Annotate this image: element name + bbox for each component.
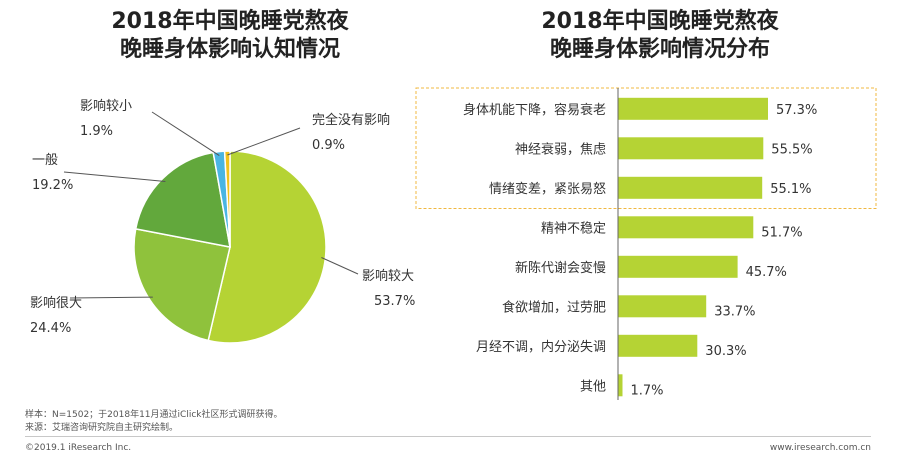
bar-category-label-5: 食欲增加，过劳肥 [502, 299, 606, 315]
bar-title-line1: 2018年中国晚睡党熬夜 [541, 9, 779, 34]
bar-7 [618, 374, 623, 397]
bar-category-label-7: 其他 [580, 379, 606, 394]
pie-value-label-1: 24.4% [30, 321, 71, 336]
bar-value-label-3: 51.7% [761, 225, 802, 240]
pie-leader-line-0 [321, 257, 359, 275]
bar-1 [618, 137, 764, 160]
bar-title-line2: 晚睡身体影响情况分布 [549, 37, 770, 62]
bar-value-label-0: 57.3% [776, 103, 817, 118]
pie-slice-1 [133, 228, 231, 342]
bar-6 [618, 334, 698, 357]
pie-value-label-0: 53.7% [374, 294, 415, 309]
bar-value-label-6: 30.3% [705, 344, 746, 359]
pie-label-0: 影响较大 [362, 268, 414, 284]
pie-slice-2 [134, 151, 231, 248]
footer-divider [25, 436, 871, 437]
pie-leader-line-3 [151, 111, 220, 157]
bar-2 [618, 176, 763, 199]
source-note: 来源：艾瑞咨询研究院自主研究绘制。 [25, 423, 179, 433]
pie-value-label-4: 0.9% [312, 138, 345, 153]
bar-category-label-1: 神经衰弱，焦虑 [515, 141, 606, 157]
bar-5 [618, 295, 707, 318]
pie-value-label-2: 19.2% [32, 178, 73, 193]
pie-leader-line-2 [63, 171, 166, 182]
pie-chart-title: 2018年中国晚睡党熬夜 晚睡身体影响认知情况 [50, 8, 410, 64]
bar-value-label-2: 55.1% [770, 182, 811, 197]
bar-category-label-2: 情绪变差，紧张易怒 [489, 181, 606, 197]
pie-chart: 影响较大 53.7% 影响很大 24.4% 一般 19.2% 影响较小 1.9% 完全没有影响 0… [30, 98, 415, 344]
website-text: www.iresearch.com.cn [769, 443, 871, 453]
pie-value-label-3: 1.9% [80, 124, 113, 139]
pie-title-line1: 2018年中国晚睡党熬夜 [111, 9, 349, 34]
bar-4 [618, 255, 738, 278]
pie-leader-line-1 [69, 296, 153, 299]
bar-3 [618, 216, 754, 239]
bar-0 [618, 97, 768, 120]
bar-chart-title: 2018年中国晚睡党熬夜 晚睡身体影响情况分布 [450, 8, 870, 64]
highlight-box [415, 87, 877, 209]
pie-label-1: 影响很大 [30, 295, 82, 311]
pie-label-3: 影响较小 [80, 98, 132, 114]
bar-category-label-3: 精神不稳定 [541, 220, 606, 236]
bar-chart: 身体机能下降，容易衰老 57.3% 神经衰弱，焦虑 55.5% 情绪变差，紧张易怒 55.… [415, 87, 877, 400]
pie-slice-4 [223, 150, 231, 248]
bar-category-label-4: 新陈代谢会变慢 [515, 260, 606, 276]
sample-note: 样本：N=1502；于2018年11月通过iClick社区形式调研获得。 [25, 410, 283, 420]
bar-value-label-1: 55.5% [771, 142, 812, 157]
pie-slice-0 [207, 150, 327, 344]
bar-value-label-5: 33.7% [714, 304, 755, 319]
bar-value-label-7: 1.7% [631, 383, 664, 398]
copyright-text: ©2019.1 iResearch Inc. [25, 443, 132, 453]
pie-leader-line-4 [227, 127, 301, 156]
bar-category-label-0: 身体机能下降，容易衰老 [463, 102, 606, 118]
bar-value-label-4: 45.7% [746, 265, 787, 280]
pie-label-2: 一般 [32, 152, 58, 168]
pie-title-line2: 晚睡身体影响认知情况 [119, 37, 340, 62]
pie-label-4: 完全没有影响 [312, 112, 390, 128]
bar-category-label-6: 月经不调，内分泌失调 [476, 339, 606, 355]
